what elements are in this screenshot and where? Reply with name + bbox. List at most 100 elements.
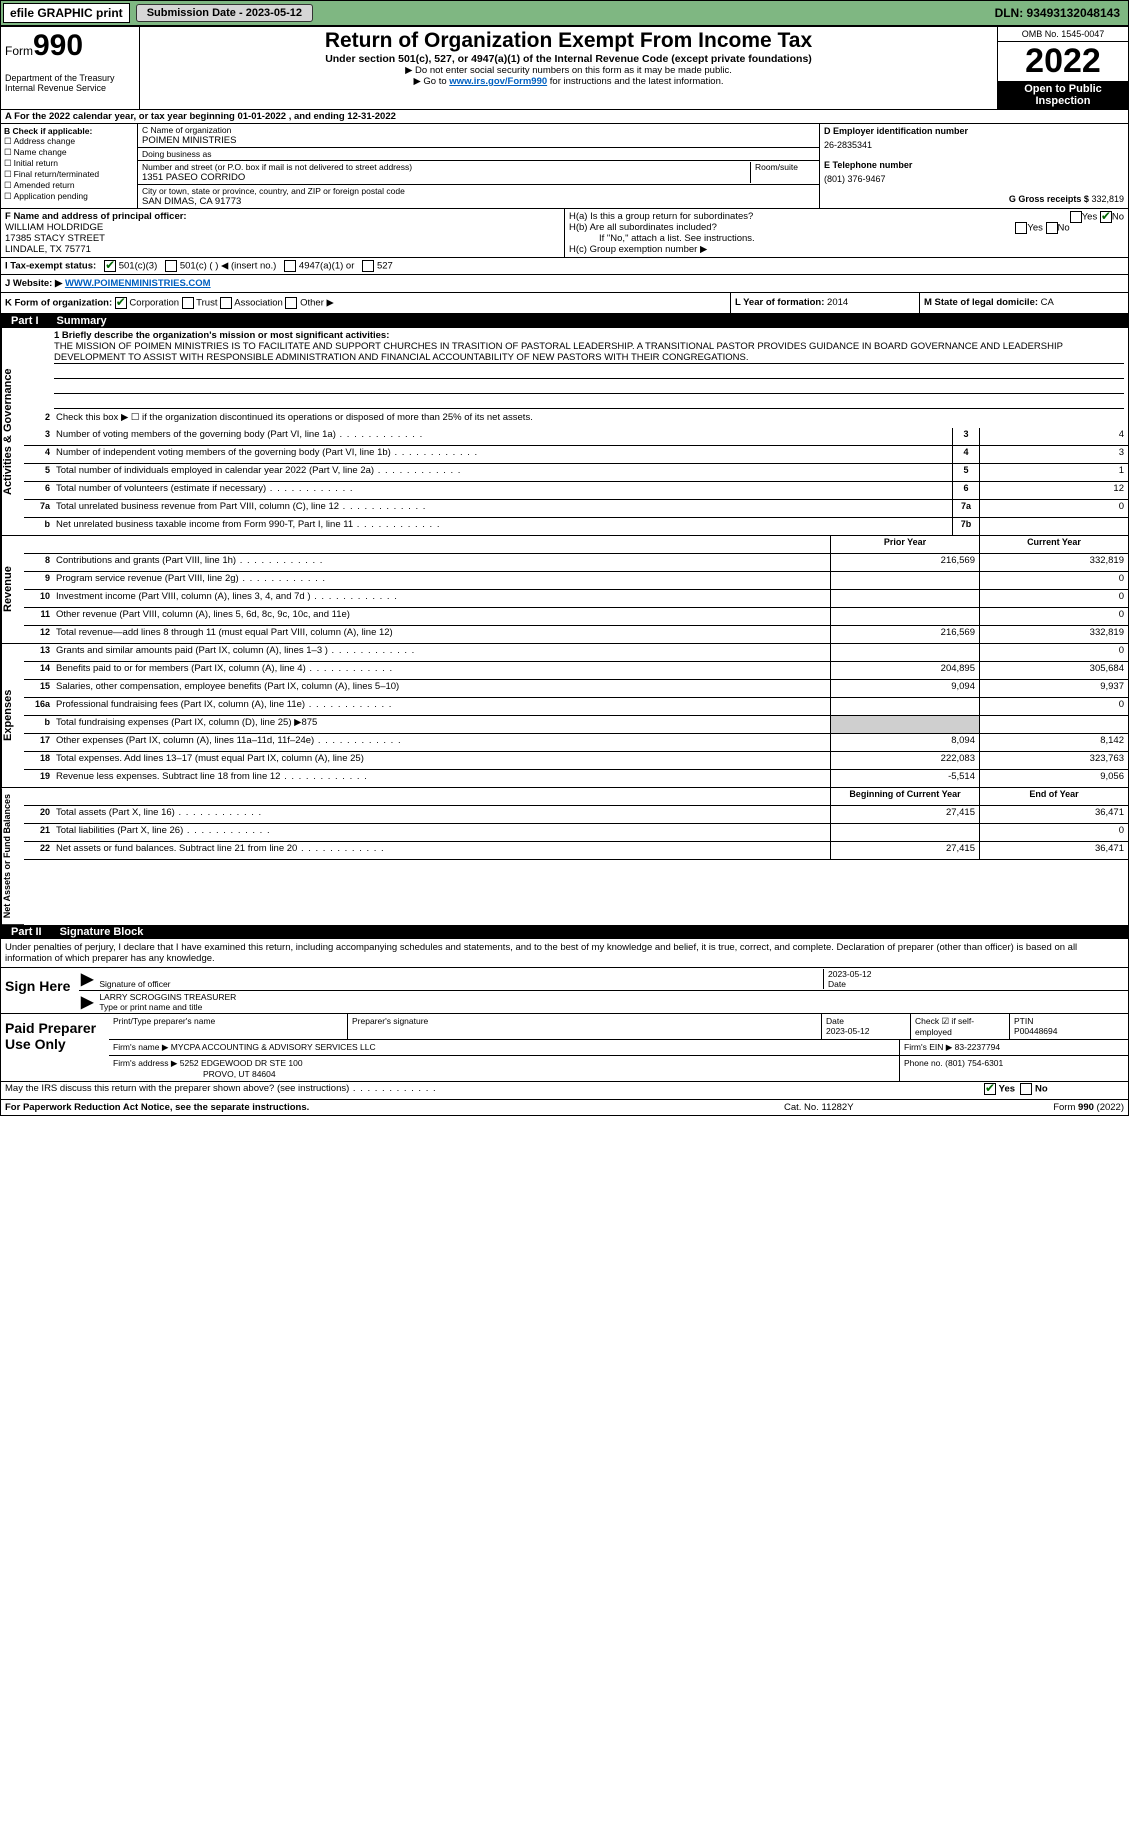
- may-discuss: May the IRS discuss this return with the…: [1, 1082, 980, 1099]
- part2-header: Part II Signature Block: [1, 925, 1128, 939]
- l20: Total assets (Part X, line 16): [54, 806, 830, 823]
- firm-ein: 83-2237794: [955, 1042, 1000, 1052]
- l19p: -5,514: [830, 770, 979, 787]
- l9c: 0: [979, 572, 1128, 589]
- tax-year: 2022: [998, 42, 1128, 81]
- firm-name: MYCPA ACCOUNTING & ADVISORY SERVICES LLC: [171, 1042, 376, 1052]
- l16a: Professional fundraising fees (Part IX, …: [54, 698, 830, 715]
- l11: Other revenue (Part VIII, column (A), li…: [54, 608, 830, 625]
- arrow-icon: ▶: [79, 969, 95, 989]
- dln-label: DLN: 93493132048143: [995, 6, 1128, 20]
- chk-trust[interactable]: [182, 297, 194, 309]
- l19c: 9,056: [979, 770, 1128, 787]
- col-b-checkboxes: B Check if applicable: ☐Address change ☐…: [1, 124, 138, 208]
- sig-date-label: Date: [828, 979, 846, 989]
- l8: Contributions and grants (Part VIII, lin…: [54, 554, 830, 571]
- l1-label: 1 Briefly describe the organization's mi…: [54, 330, 389, 341]
- hb2-label: If "No," attach a list. See instructions…: [569, 233, 1124, 244]
- mission-text: THE MISSION OF POIMEN MINISTRIES IS TO F…: [54, 341, 1124, 364]
- ein-val: 26-2835341: [824, 136, 1124, 160]
- hdr-end: End of Year: [979, 788, 1128, 805]
- l20p: 27,415: [830, 806, 979, 823]
- l12c: 332,819: [979, 626, 1128, 643]
- chk-501c[interactable]: [165, 260, 177, 272]
- l12p: 216,569: [830, 626, 979, 643]
- print-name-label: Print/Type preparer's name: [113, 1016, 215, 1026]
- declaration: Under penalties of perjury, I declare th…: [1, 939, 1128, 968]
- side-ag: Activities & Governance: [1, 328, 24, 536]
- prep-date-val: 2023-05-12: [826, 1026, 869, 1036]
- firm-addr2: PROVO, UT 84604: [113, 1069, 276, 1079]
- hb-label: H(b) Are all subordinates included?: [569, 222, 717, 233]
- form-footer: Form 990 (2022): [984, 1102, 1124, 1113]
- hb-yes[interactable]: [1015, 222, 1027, 234]
- l16b: Total fundraising expenses (Part IX, col…: [54, 716, 830, 733]
- paid-prep-label: Paid Preparer Use Only: [1, 1014, 109, 1081]
- self-emp-check[interactable]: Check ☑ if self-employed: [911, 1014, 1010, 1039]
- org-name-label: C Name of organization: [142, 125, 815, 135]
- l22p: 27,415: [830, 842, 979, 859]
- chk-527[interactable]: [362, 260, 374, 272]
- l8p: 216,569: [830, 554, 979, 571]
- chk-501c3[interactable]: [104, 260, 116, 272]
- room-label: Room/suite: [755, 162, 815, 172]
- side-rev: Revenue: [1, 536, 24, 644]
- firm-phone: (801) 754-6301: [945, 1058, 1003, 1068]
- hdr-beg: Beginning of Current Year: [830, 788, 979, 805]
- may-no[interactable]: [1020, 1083, 1032, 1095]
- l21p: [830, 824, 979, 841]
- open-public: Open to Public Inspection: [998, 81, 1128, 109]
- form-title: Return of Organization Exempt From Incom…: [146, 29, 991, 53]
- l21c: 0: [979, 824, 1128, 841]
- dept-label: Department of the Treasury Internal Reve…: [5, 73, 135, 93]
- website-link[interactable]: WWW.POIMENMINISTRIES.COM: [65, 278, 211, 289]
- l14c: 305,684: [979, 662, 1128, 679]
- chk-assoc[interactable]: [220, 297, 232, 309]
- l19: Revenue less expenses. Subtract line 18 …: [54, 770, 830, 787]
- goto-line: ▶ Go to www.irs.gov/Form990 for instruct…: [146, 76, 991, 87]
- chk-4947[interactable]: [284, 260, 296, 272]
- ha-yes[interactable]: [1070, 211, 1082, 223]
- l9p: [830, 572, 979, 589]
- l21: Total liabilities (Part X, line 26): [54, 824, 830, 841]
- l10c: 0: [979, 590, 1128, 607]
- l4v: 3: [979, 446, 1128, 463]
- may-yes[interactable]: [984, 1083, 996, 1095]
- phone-val: (801) 376-9467: [824, 170, 1124, 194]
- chk-other[interactable]: [285, 297, 297, 309]
- l10p: [830, 590, 979, 607]
- officer-addr2: LINDALE, TX 75771: [5, 244, 91, 255]
- hc-label: H(c) Group exemption number ▶: [569, 244, 1124, 255]
- addr-val: 1351 PASEO CORRIDO: [142, 172, 746, 183]
- website-label: J Website: ▶: [5, 278, 62, 289]
- l22: Net assets or fund balances. Subtract li…: [54, 842, 830, 859]
- type-name-label: Type or print name and title: [99, 1002, 202, 1012]
- city-label: City or town, state or province, country…: [142, 186, 815, 196]
- sig-name-val: LARRY SCROGGINS TREASURER: [99, 992, 236, 1002]
- goto-link[interactable]: www.irs.gov/Form990: [449, 76, 547, 87]
- cat-no: Cat. No. 11282Y: [784, 1102, 984, 1113]
- hb-no[interactable]: [1046, 222, 1058, 234]
- l10: Investment income (Part VIII, column (A)…: [54, 590, 830, 607]
- ptin-val: P00448694: [1014, 1026, 1058, 1036]
- firm-addr: 5252 EDGEWOOD DR STE 100: [180, 1058, 303, 1068]
- chk-corp[interactable]: [115, 297, 127, 309]
- form-org-row: K Form of organization: Corporation Trus…: [1, 293, 731, 313]
- l15p: 9,094: [830, 680, 979, 697]
- dba-label: Doing business as: [142, 149, 815, 159]
- l15c: 9,937: [979, 680, 1128, 697]
- submission-date-btn[interactable]: Submission Date - 2023-05-12: [136, 4, 313, 22]
- year-formation: 2014: [827, 297, 848, 308]
- sig-date-val: 2023-05-12: [828, 969, 871, 979]
- l16ap: [830, 698, 979, 715]
- city-val: SAN DIMAS, CA 91773: [142, 196, 815, 207]
- gross-label: G Gross receipts $: [1009, 194, 1089, 204]
- part1-header: Part I Summary: [1, 314, 1128, 328]
- form-number: Form990: [5, 29, 135, 63]
- ein-label: D Employer identification number: [824, 126, 1124, 136]
- l14p: 204,895: [830, 662, 979, 679]
- l18p: 222,083: [830, 752, 979, 769]
- prep-sig-label: Preparer's signature: [352, 1016, 428, 1026]
- l7bv: [979, 518, 1128, 535]
- ha-no[interactable]: [1100, 211, 1112, 223]
